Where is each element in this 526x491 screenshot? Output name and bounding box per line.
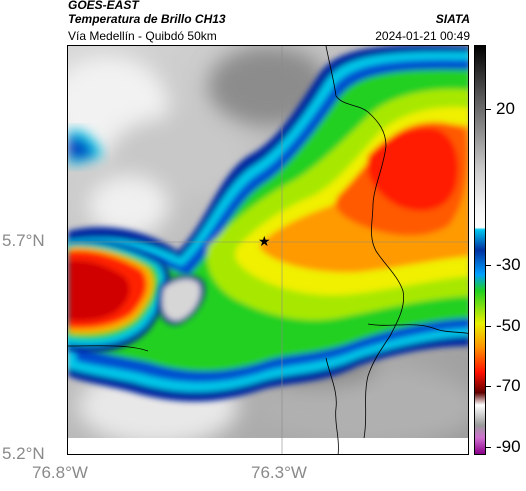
colorbar-tick <box>486 447 491 448</box>
lat-tick-5-2: 5.2°N <box>2 444 45 463</box>
star-marker: ★ <box>258 234 271 250</box>
colorbar-label-minus30: -30 <box>496 255 521 274</box>
administrative-boundaries <box>68 46 468 454</box>
route-subtitle: Vía Medellín - Quibdó 50km <box>68 29 217 43</box>
temperature-colorbar <box>474 45 486 455</box>
lon-tick-76-3: 76.3°W <box>251 463 307 482</box>
timestamp-label: 2024-01-21 00:49 <box>375 29 470 43</box>
lat-tick-5-7: 5.7°N <box>2 231 45 250</box>
colorbar-label-minus50: -50 <box>496 316 521 335</box>
lon-tick-76-8: 76.8°W <box>32 463 88 482</box>
colorbar-label-minus70: -70 <box>496 376 521 395</box>
colorbar-label-20: 20 <box>496 99 515 118</box>
satellite-name: GOES-EAST <box>68 0 139 12</box>
colorbar-label-minus90: -90 <box>496 437 521 456</box>
colorbar-tick <box>486 265 491 266</box>
colorbar-gradient <box>475 46 485 454</box>
brightness-temperature-field: ★ <box>68 46 468 454</box>
satellite-map[interactable]: ★ <box>67 45 469 455</box>
product-title: Temperatura de Brillo CH13 <box>68 12 226 26</box>
org-label: SIATA <box>435 12 470 26</box>
colorbar-tick <box>486 386 491 387</box>
colorbar-tick <box>486 109 491 110</box>
colorbar-tick <box>486 326 491 327</box>
